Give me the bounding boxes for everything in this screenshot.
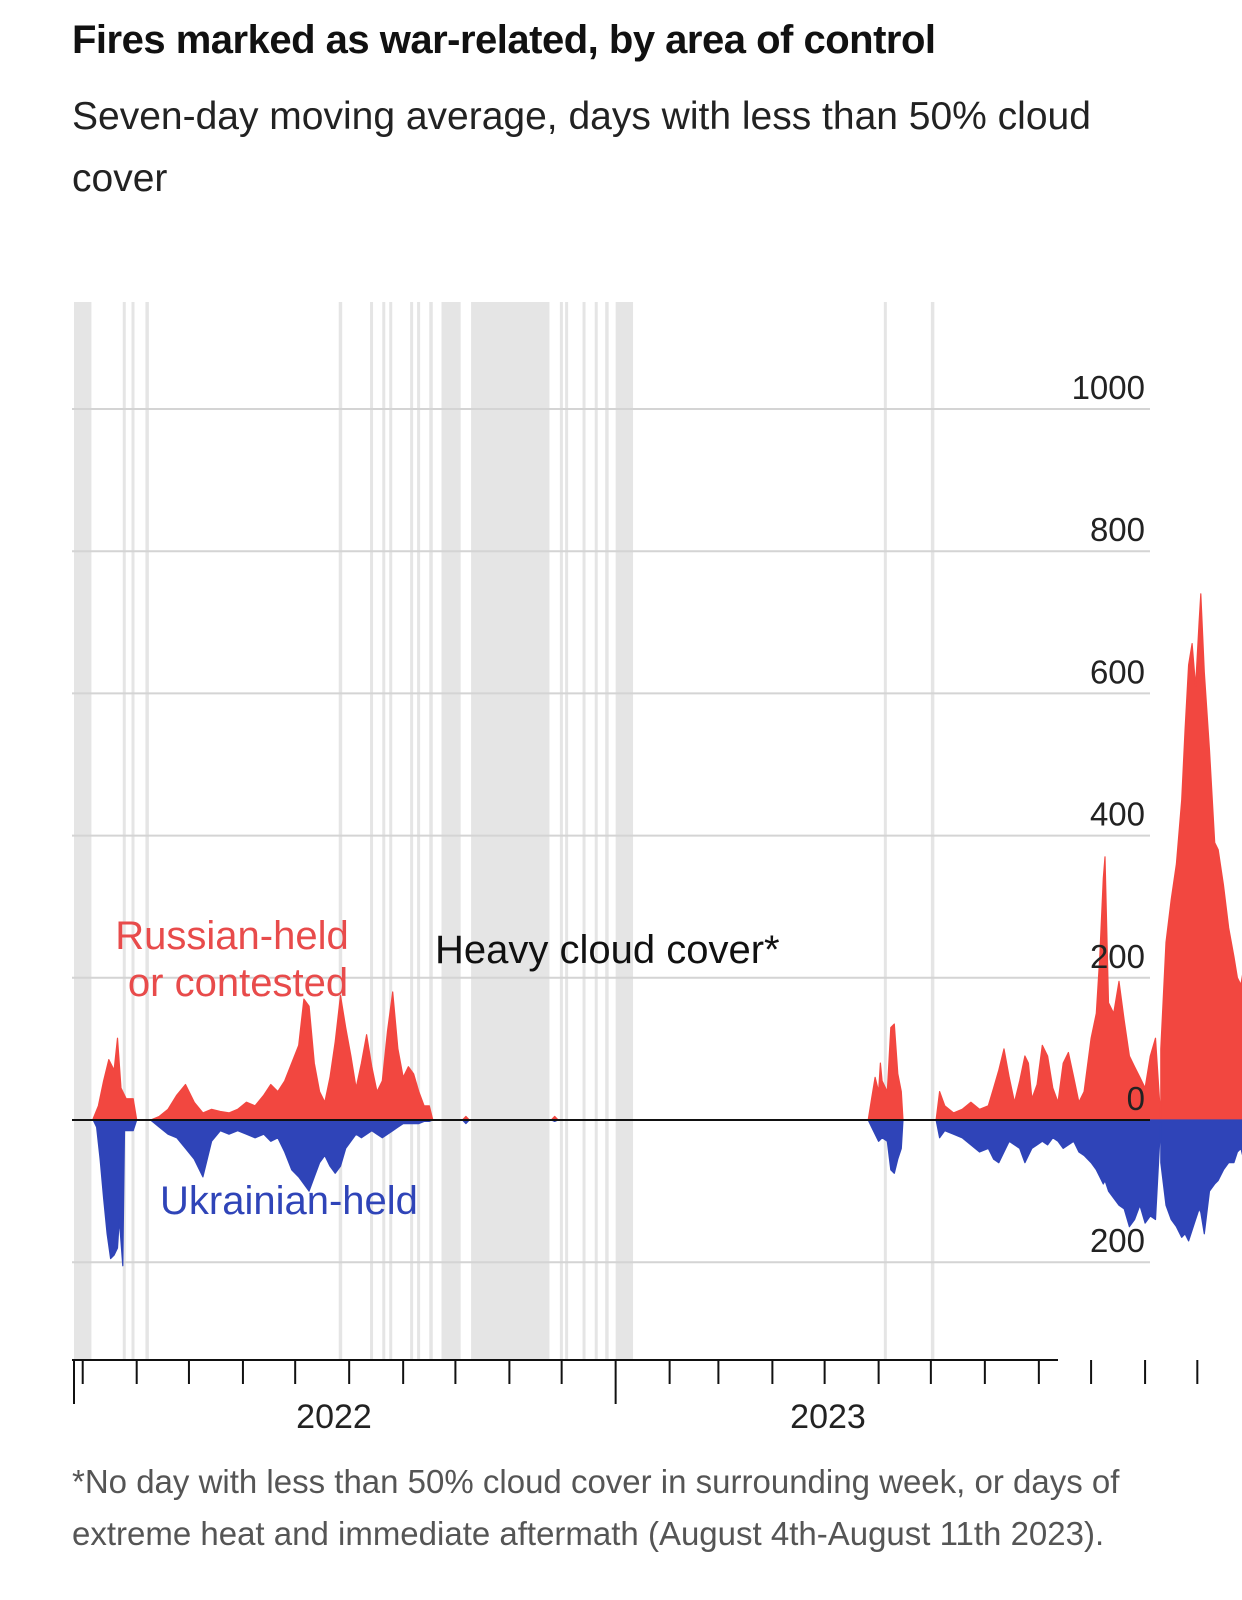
cloud-band-12 (471, 302, 550, 1360)
y-tick-label-1: 800 (1090, 511, 1145, 548)
cloud-band-5 (370, 302, 374, 1360)
cloud-band-15 (582, 302, 586, 1360)
cloud-band-0 (74, 302, 92, 1360)
russian-annotation-line1: Russian-held (115, 914, 348, 958)
cloud-band-18 (615, 302, 634, 1360)
cloud-band-7 (389, 302, 393, 1360)
chart-title: Fires marked as war-related, by area of … (72, 18, 936, 62)
x-axis: 2022 2023 (72, 1359, 1199, 1436)
y-tick-label-6: 200 (1090, 1222, 1145, 1259)
cloud-band-13 (559, 302, 563, 1360)
cloud-band-6 (382, 302, 386, 1360)
year-label-2023: 2023 (790, 1398, 866, 1436)
year-label-2022: 2022 (296, 1398, 372, 1436)
cloud-band-1 (122, 302, 126, 1360)
y-tick-label-2: 600 (1090, 653, 1145, 690)
cloud-band-11 (441, 302, 461, 1360)
y-tick-label-0: 1000 (1072, 369, 1145, 406)
gridlines (72, 408, 1150, 1264)
cloud-cover-bands (74, 302, 935, 1360)
cloud-band-9 (417, 302, 421, 1360)
footnote: *No day with less than 50% cloud cover i… (72, 1463, 1120, 1552)
cloud-band-16 (594, 302, 598, 1360)
russian-annotation-line2: or contested (128, 961, 348, 1005)
chart-subtitle: Seven-day moving average, days with less… (72, 95, 1091, 200)
y-tick-labels: 1000 800 600 400 200 0 200 (1072, 369, 1145, 1259)
y-tick-label-5: 0 (1127, 1080, 1145, 1117)
cloud-band-20 (930, 302, 935, 1360)
cloud-band-3 (145, 302, 149, 1360)
cloud-annotation: Heavy cloud cover* (435, 928, 780, 972)
y-tick-label-3: 400 (1090, 796, 1145, 833)
y-tick-label-4: 200 (1090, 938, 1145, 975)
cloud-band-8 (410, 302, 414, 1360)
cloud-band-10 (429, 302, 433, 1360)
cloud-band-17 (605, 302, 609, 1360)
series-area-ukrainian (92, 1119, 1242, 1267)
fires-area-chart: 2022 2023 1000 800 600 400 200 0 200 Russian-he… (72, 302, 1242, 1436)
cloud-band-19 (883, 302, 887, 1360)
cloud-band-14 (565, 302, 569, 1360)
cloud-band-4 (338, 302, 343, 1360)
cloud-band-2 (131, 302, 135, 1360)
ukrainian-annotation: Ukrainian-held (160, 1179, 418, 1223)
